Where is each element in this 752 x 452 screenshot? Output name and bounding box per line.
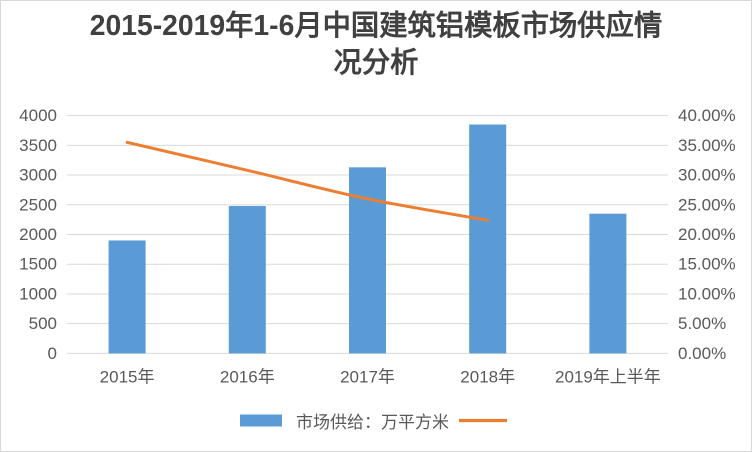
svg-text:3500: 3500 bbox=[19, 136, 57, 155]
svg-text:15.00%: 15.00% bbox=[678, 255, 736, 274]
svg-text:市场供给：万平方米: 市场供给：万平方米 bbox=[296, 413, 449, 432]
svg-text:35.00%: 35.00% bbox=[678, 136, 736, 155]
svg-text:30.00%: 30.00% bbox=[678, 166, 736, 185]
svg-text:2016年: 2016年 bbox=[220, 367, 275, 386]
svg-text:0.00%: 0.00% bbox=[678, 344, 726, 363]
svg-text:2017年: 2017年 bbox=[340, 367, 395, 386]
svg-text:20.00%: 20.00% bbox=[678, 225, 736, 244]
svg-text:5.00%: 5.00% bbox=[678, 314, 726, 333]
svg-text:3000: 3000 bbox=[19, 166, 57, 185]
svg-text:2018年: 2018年 bbox=[460, 367, 515, 386]
svg-text:1500: 1500 bbox=[19, 255, 57, 274]
svg-text:500: 500 bbox=[29, 314, 57, 333]
svg-text:2015年: 2015年 bbox=[100, 367, 155, 386]
svg-text:40.00%: 40.00% bbox=[678, 106, 736, 125]
svg-text:2000: 2000 bbox=[19, 225, 57, 244]
svg-text:10.00%: 10.00% bbox=[678, 284, 736, 303]
svg-text:2019年上半年: 2019年上半年 bbox=[555, 367, 661, 386]
svg-text:25.00%: 25.00% bbox=[678, 195, 736, 214]
svg-text:1000: 1000 bbox=[19, 284, 57, 303]
svg-text:0: 0 bbox=[48, 344, 57, 363]
svg-text:2500: 2500 bbox=[19, 195, 57, 214]
svg-text:4000: 4000 bbox=[19, 106, 57, 125]
